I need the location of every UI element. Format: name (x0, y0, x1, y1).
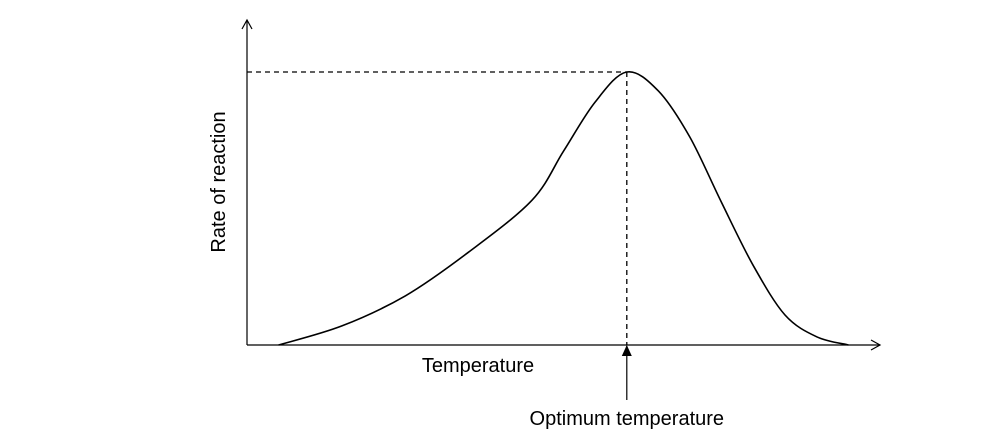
rate-curve (278, 71, 849, 346)
y-axis-label: Rate of reaction (208, 111, 230, 252)
x-axis-label: Temperature (422, 355, 534, 377)
optimum-temperature-label: Optimum temperature (530, 408, 725, 430)
